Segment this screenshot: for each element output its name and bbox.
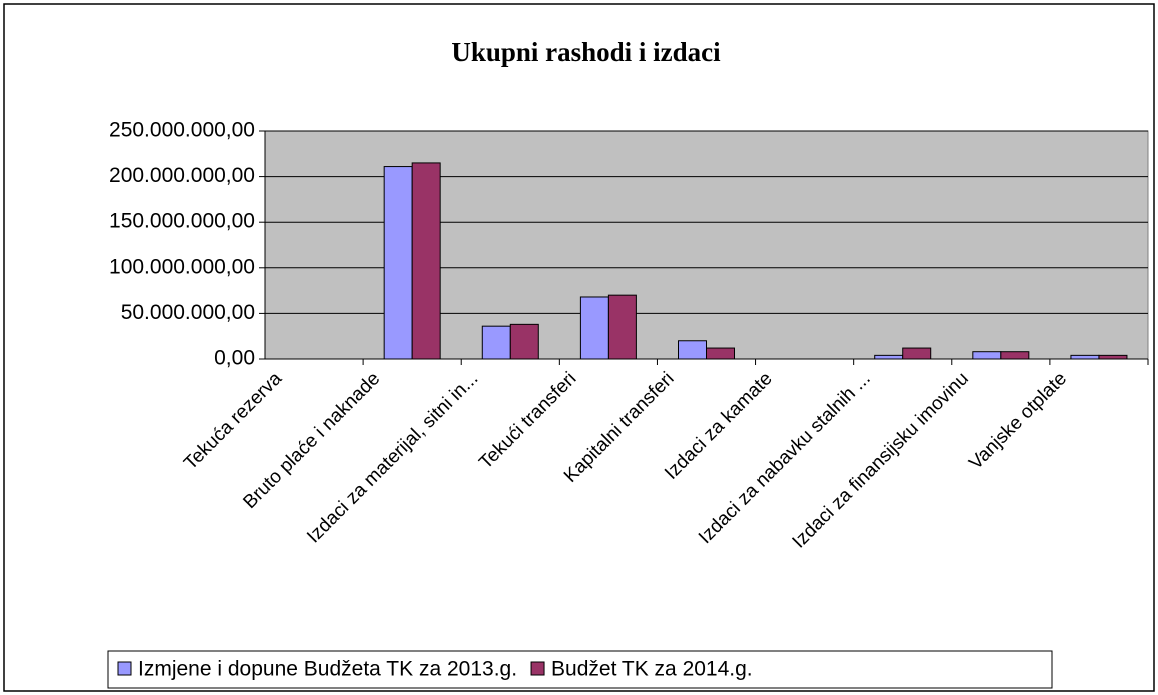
y-tick-label: 50.000.000,00	[121, 301, 255, 324]
bar	[481, 325, 511, 360]
bar	[1098, 354, 1128, 360]
legend-label: Izmjene i dopune Budžeta TK za 2013.g.	[138, 658, 517, 681]
y-tick-label: 150.000.000,00	[109, 210, 255, 233]
bar	[1000, 351, 1030, 360]
legend-label: Budžet TK za 2014.g.	[551, 658, 753, 681]
y-tick-label: 0,00	[214, 347, 255, 370]
bar	[509, 323, 539, 360]
legend-box	[107, 650, 1053, 689]
bar	[411, 162, 441, 360]
bar	[972, 351, 1002, 360]
legend-swatch	[530, 661, 545, 676]
bar	[383, 166, 413, 360]
chart-title: Ukupni rashodi i izdaci	[451, 37, 721, 67]
bar	[607, 294, 637, 360]
legend-swatch	[117, 661, 132, 676]
bar	[678, 340, 707, 360]
bar	[902, 347, 932, 360]
bar	[706, 347, 735, 360]
y-tick-label: 100.000.000,00	[109, 255, 255, 278]
bar	[579, 296, 609, 360]
bar	[874, 354, 904, 360]
bar	[1070, 354, 1100, 360]
y-tick-label: 250.000.000,00	[109, 119, 255, 142]
y-tick-label: 200.000.000,00	[109, 164, 255, 187]
